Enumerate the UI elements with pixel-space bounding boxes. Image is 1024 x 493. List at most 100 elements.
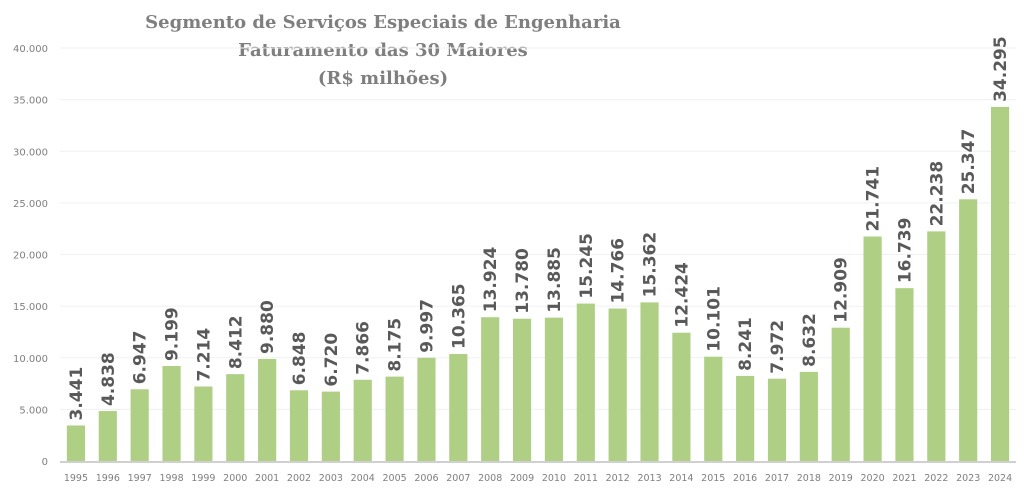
data-label-2002: 6.848: [290, 332, 310, 386]
x-tick-label: 1997: [128, 473, 152, 484]
x-tick-label: 1999: [191, 473, 215, 484]
bar-2021: [895, 288, 914, 461]
data-label-2018: 8.632: [800, 313, 820, 367]
data-label-1995: 3.441: [67, 367, 87, 421]
bar-2018: [799, 371, 818, 461]
x-tick-label: 2010: [542, 473, 566, 484]
data-label-2021: 16.739: [895, 218, 915, 284]
x-tick-label: 1996: [96, 473, 120, 484]
data-label-2003: 6.720: [322, 333, 342, 387]
x-tick-label: 2021: [892, 473, 916, 484]
data-label-2001: 9.880: [258, 300, 278, 354]
x-tick-label: 2012: [606, 473, 630, 484]
data-label-2014: 12.424: [672, 262, 692, 328]
bar-2003: [321, 391, 340, 461]
bar-1998: [162, 366, 181, 461]
x-tick-label: 2011: [574, 473, 598, 484]
chart-title-line-1: Segmento de Serviços Especiais de Engenh…: [145, 12, 621, 33]
x-tick-label: 2004: [351, 473, 375, 484]
y-tick-label: 20.000: [13, 251, 48, 262]
bar-2009: [512, 318, 532, 461]
x-axis-ticks: 1995 1996 1997 1998 1999 2000 2001 2002 2003 2004…: [64, 473, 1012, 484]
y-tick-label: 15.000: [13, 302, 48, 313]
y-tick-label: 10.000: [13, 354, 48, 365]
data-label-2012: 14.766: [609, 238, 629, 304]
x-tick-label: 2022: [924, 473, 948, 484]
chart-title-line-2: Faturamento das 30 Maiores: [238, 40, 528, 61]
bar-2002: [289, 390, 309, 461]
x-tick-label: 2003: [319, 473, 343, 484]
x-tick-label: 2017: [765, 473, 789, 484]
data-label-2020: 21.741: [864, 166, 884, 232]
y-tick-label: 5.000: [19, 405, 48, 416]
data-label-1997: 6.947: [131, 330, 151, 384]
x-tick-label: 2014: [669, 473, 693, 484]
data-label-2000: 8.412: [226, 315, 246, 369]
x-tick-label: 1995: [64, 473, 88, 484]
x-tick-label: 2005: [383, 473, 407, 484]
bar-2016: [736, 375, 755, 461]
x-tick-label: 2013: [637, 473, 661, 484]
bar-2024: [990, 106, 1010, 462]
chart-title: Segmento de Serviços Especiais de Engenh…: [145, 12, 621, 89]
x-tick-label: 2000: [223, 473, 247, 484]
bar-2006: [417, 357, 436, 461]
data-label-2016: 8.241: [736, 317, 756, 371]
bar-2019: [831, 327, 850, 461]
y-tick-label: 0: [42, 457, 48, 468]
data-label-2011: 15.245: [577, 233, 597, 299]
x-tick-label: 2002: [287, 473, 311, 484]
y-tick-label: 35.000: [13, 96, 48, 107]
y-tick-label: 30.000: [13, 147, 48, 158]
data-label-2017: 7.972: [768, 320, 788, 374]
bar-2020: [863, 236, 882, 461]
x-tick-label: 1998: [159, 473, 183, 484]
bar-2008: [481, 317, 500, 461]
data-label-2013: 15.362: [641, 232, 661, 298]
bar-2010: [544, 317, 564, 461]
x-tick-label: 2023: [956, 473, 980, 484]
data-label-1999: 7.214: [194, 328, 214, 382]
bar-1996: [98, 411, 117, 461]
data-label-2005: 8.175: [386, 318, 406, 372]
data-label-2019: 12.909: [832, 257, 852, 323]
bar-1995: [66, 425, 86, 461]
bar-2005: [385, 376, 404, 461]
data-label-2023: 25.347: [959, 129, 979, 195]
x-tick-label: 2020: [861, 473, 885, 484]
x-tick-label: 2009: [510, 473, 534, 484]
data-label-2024: 34.295: [991, 36, 1011, 102]
x-tick-label: 2018: [797, 473, 821, 484]
y-tick-label: 40.000: [13, 44, 48, 55]
data-label-2008: 13.924: [481, 246, 501, 312]
data-labels: 3.441 4.838 6.947 9.199 7.214 8.412 9.880 6.848…: [67, 36, 1011, 420]
bar-2015: [704, 356, 723, 461]
bar-2000: [226, 374, 245, 461]
bar-2013: [640, 302, 659, 461]
data-label-2007: 10.365: [449, 283, 469, 349]
bar-1997: [130, 389, 149, 461]
bars: [66, 106, 1010, 462]
x-tick-label: 2024: [988, 473, 1012, 484]
data-label-2006: 9.997: [417, 299, 437, 353]
x-tick-label: 2001: [255, 473, 279, 484]
data-label-1996: 4.838: [99, 352, 119, 406]
bar-2001: [258, 358, 277, 461]
data-label-2022: 22.238: [927, 161, 947, 227]
bar-2011: [576, 303, 595, 461]
data-label-2015: 10.101: [704, 286, 724, 352]
x-tick-label: 2016: [733, 473, 757, 484]
data-label-2010: 13.885: [545, 247, 565, 313]
bar-1999: [194, 386, 213, 461]
bar-2007: [449, 353, 468, 461]
x-tick-label: 2015: [701, 473, 725, 484]
bar-2017: [767, 378, 787, 461]
y-tick-label: 25.000: [13, 199, 48, 210]
gridlines: [60, 47, 1016, 410]
data-label-2009: 13.780: [513, 248, 533, 314]
data-label-1998: 9.199: [163, 307, 183, 361]
x-tick-label: 2019: [829, 473, 853, 484]
bar-2023: [959, 199, 978, 461]
x-tick-label: 2006: [414, 473, 438, 484]
